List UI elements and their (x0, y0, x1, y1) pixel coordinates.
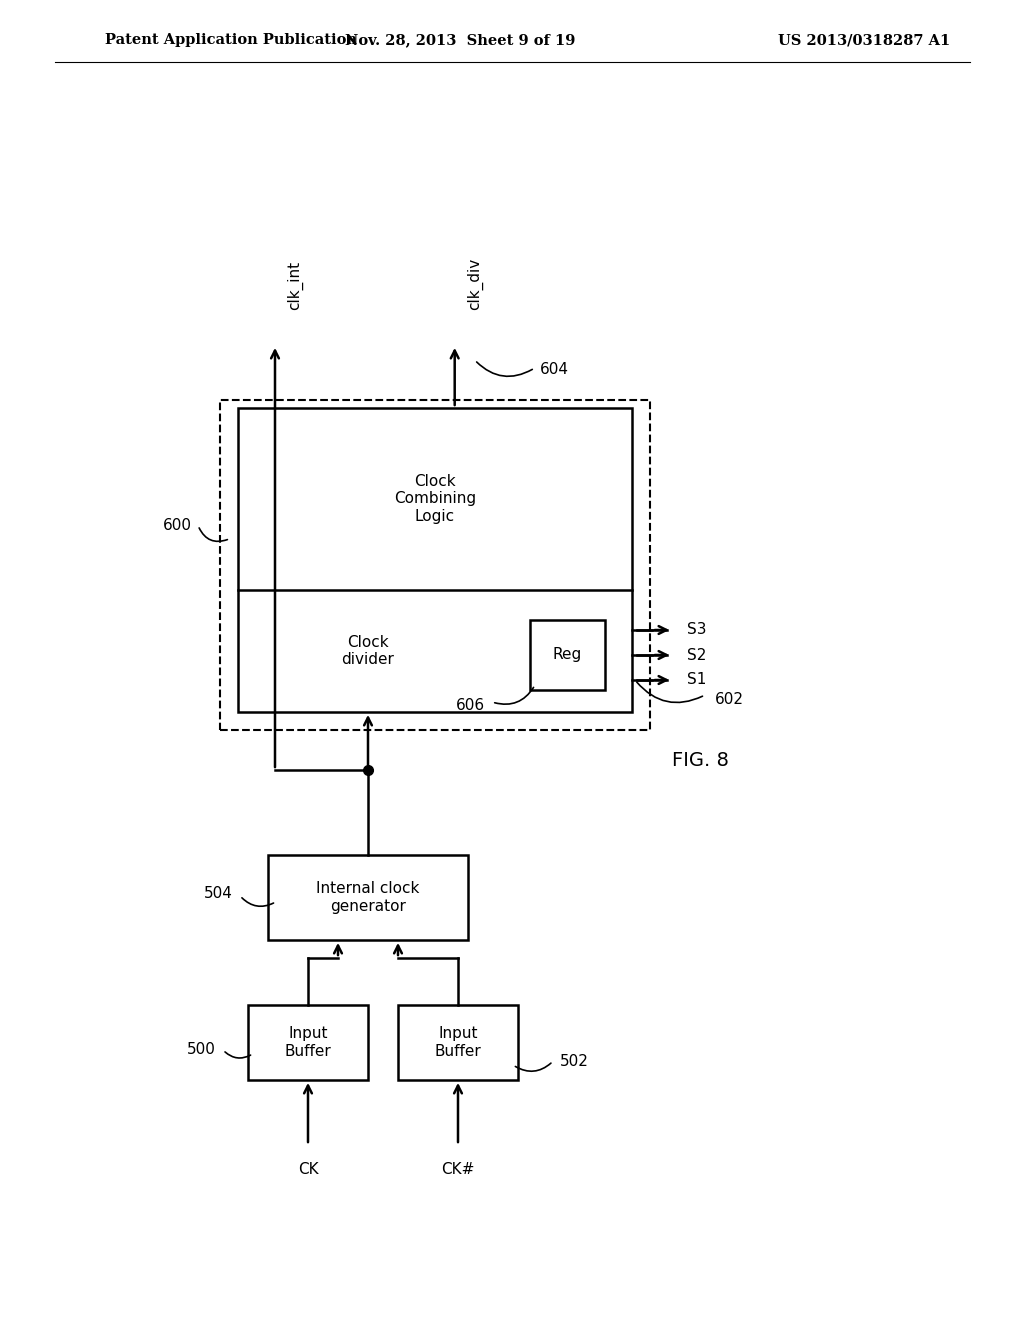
Text: 604: 604 (540, 363, 568, 378)
Text: 504: 504 (204, 886, 233, 900)
Text: Input
Buffer: Input Buffer (434, 1027, 481, 1059)
Bar (220, 400, 650, 730)
Text: S1: S1 (687, 672, 707, 688)
Text: clk_int: clk_int (287, 261, 303, 310)
Text: FIG. 8: FIG. 8 (672, 751, 728, 770)
Text: Patent Application Publication: Patent Application Publication (105, 33, 357, 48)
Text: 606: 606 (456, 697, 485, 713)
Text: Internal clock
generator: Internal clock generator (316, 882, 420, 913)
Text: Nov. 28, 2013  Sheet 9 of 19: Nov. 28, 2013 Sheet 9 of 19 (345, 33, 575, 48)
Bar (268, 855, 468, 940)
Text: 600: 600 (163, 517, 193, 533)
Text: clk_div: clk_div (467, 257, 483, 310)
Bar (398, 1005, 518, 1080)
Text: CK#: CK# (441, 1163, 475, 1177)
Text: S3: S3 (687, 623, 707, 638)
Bar (530, 620, 605, 690)
Text: Input
Buffer: Input Buffer (285, 1027, 332, 1059)
Text: S2: S2 (687, 648, 707, 663)
Text: 602: 602 (715, 693, 744, 708)
Bar (248, 1005, 368, 1080)
Bar (238, 408, 632, 711)
Text: 500: 500 (187, 1043, 216, 1057)
Text: 502: 502 (560, 1053, 589, 1069)
Text: US 2013/0318287 A1: US 2013/0318287 A1 (778, 33, 950, 48)
Text: Clock
Combining
Logic: Clock Combining Logic (394, 474, 476, 524)
Text: CK: CK (298, 1163, 318, 1177)
Text: Reg: Reg (553, 648, 582, 663)
Text: Clock
divider: Clock divider (342, 635, 394, 667)
